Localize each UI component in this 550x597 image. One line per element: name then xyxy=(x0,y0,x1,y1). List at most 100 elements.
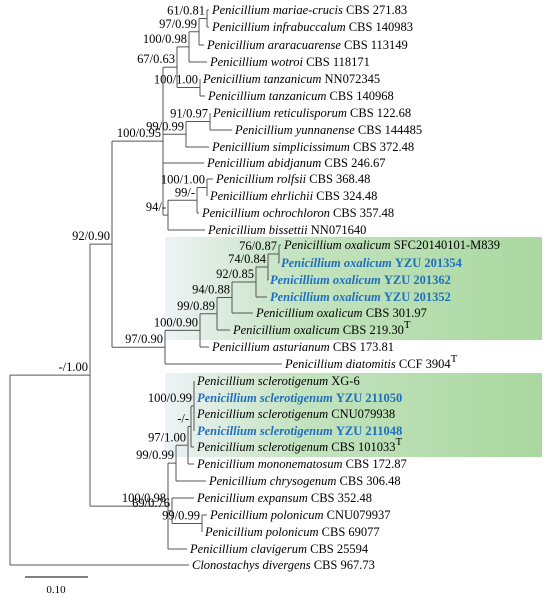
taxon-label: Penicillium sclerotigenum CBS 101033T xyxy=(196,436,403,454)
strain: CBS 246.67 xyxy=(321,156,385,170)
taxon-label: Penicillium expansum CBS 352.48 xyxy=(196,491,372,505)
species-name: Penicillium sclerotigenum xyxy=(197,424,333,438)
support-value: 97/0.99 xyxy=(159,17,197,31)
strain: CBS 173.81 xyxy=(330,340,394,354)
support-value: 97/1.00 xyxy=(148,430,186,444)
support-value: 100/0.98 xyxy=(143,32,187,46)
species-name: Penicillium tanzanicum xyxy=(207,89,326,103)
strain: CBS 140983 xyxy=(346,20,413,34)
support-value: 69/0.76 xyxy=(132,496,170,510)
species-name: Penicillium oxalicum xyxy=(232,323,340,337)
support-value: 100/1.00 xyxy=(154,73,198,87)
support-value: 100/0.99 xyxy=(148,391,192,405)
support-value: 61/0.81 xyxy=(167,4,205,18)
species-name: Penicillium oxalicum xyxy=(281,256,392,270)
taxon-label: Penicillium reticulisporum CBS 122.68 xyxy=(212,106,411,120)
highlight-box xyxy=(165,237,542,340)
taxon-label: Penicillium tanzanicum NN072345 xyxy=(202,72,380,86)
support-value: 74/0.84 xyxy=(228,252,267,266)
taxon-label: Penicillium oxalicum CBS 301.97 xyxy=(255,306,427,320)
support-value: 99/0.99 xyxy=(146,119,184,133)
support-value: 99/- xyxy=(175,185,195,199)
taxon-label: Penicillium oxalicum YZU 201362 xyxy=(270,273,451,287)
support-value: 94/- xyxy=(146,200,166,214)
strain: CBS 25594 xyxy=(307,542,369,556)
taxon-label: Penicillium simplicissimum CBS 372.48 xyxy=(211,140,414,154)
taxon-label: Penicillium sclerotigenum XG-6 xyxy=(196,374,360,388)
strain: CBS 357.48 xyxy=(330,206,394,220)
scale-label: 0.10 xyxy=(46,584,66,596)
species-name: Penicillium sclerotigenum xyxy=(196,440,328,454)
taxon-label: Penicillium diatomitis CCF 3904T xyxy=(284,353,458,371)
species-name: Penicillium bissettii xyxy=(207,223,308,237)
strain: YZU 211048 xyxy=(333,424,402,438)
strain: CBS 113149 xyxy=(341,38,408,52)
species-name: Penicillium oxalicum xyxy=(255,306,363,320)
tree: 61/0.8197/0.99100/0.98100/1.0067/0.6391/… xyxy=(9,3,500,572)
taxon-label: Penicillium chrysogenum CBS 306.48 xyxy=(208,474,401,488)
strain: CCF 3904 xyxy=(396,357,452,371)
taxon-label: Penicillium mariae-crucis CBS 271.83 xyxy=(211,3,407,17)
strain: CBS 69077 xyxy=(319,525,380,539)
species-name: Penicillium oxalicum xyxy=(283,238,391,252)
taxon-label: Penicillium polonicum CNU079937 xyxy=(209,508,391,522)
species-name: Penicillium tanzanicum xyxy=(202,72,321,86)
species-name: Penicillium chrysogenum xyxy=(208,474,336,488)
strain: NN072345 xyxy=(321,72,380,86)
species-name: Penicillium mariae-crucis xyxy=(211,3,343,17)
taxon-label: Penicillium sclerotigenum YZU 211050 xyxy=(197,391,402,405)
support-value: 99/0.89 xyxy=(177,299,215,313)
type-strain-mark: T xyxy=(451,353,458,365)
taxon-label: Penicillium wotroi CBS 118171 xyxy=(209,55,370,69)
species-name: Clonostachys divergens xyxy=(192,558,311,572)
support-value: 91/0.97 xyxy=(170,107,208,121)
species-name: Penicillium asturianum xyxy=(211,340,330,354)
support-value: 100/0.95 xyxy=(117,126,161,140)
support-value: 76/0.87 xyxy=(239,239,277,253)
support-value: 97/0.90 xyxy=(125,332,163,346)
strain: YZU 201354 xyxy=(392,256,463,270)
taxon-label: Penicillium sclerotigenum YZU 211048 xyxy=(197,424,402,438)
type-strain-mark: T xyxy=(396,436,403,448)
strain: CBS 118171 xyxy=(303,55,370,69)
support-value: -/- xyxy=(177,412,189,426)
taxon-label: Penicillium abidjanum CBS 246.67 xyxy=(206,156,386,170)
taxon-label: Penicillium polonicum CBS 69077 xyxy=(204,525,380,539)
strain: SFC20140101-M839 xyxy=(391,238,500,252)
support-value: 100/0.98 xyxy=(122,491,166,505)
species-name: Penicillium wotroi xyxy=(209,55,303,69)
support-value: -/1.00 xyxy=(58,360,88,374)
taxon-label: Penicillium bissettii NN071640 xyxy=(207,223,366,237)
species-name: Penicillium yunnanense xyxy=(234,123,355,137)
strain: CBS 101033 xyxy=(328,440,395,454)
strain: CBS 122.68 xyxy=(347,106,411,120)
species-name: Penicillium sclerotigenum xyxy=(196,374,328,388)
strain: CBS 324.48 xyxy=(313,189,377,203)
species-name: Penicillium reticulisporum xyxy=(212,106,347,120)
taxon-label: Penicillium mononematosum CBS 172.87 xyxy=(196,457,407,471)
species-name: Penicillium expansum xyxy=(196,491,308,505)
strain: YZU 211050 xyxy=(333,391,402,405)
species-name: Penicillium mononematosum xyxy=(196,457,342,471)
strain: CBS 352.48 xyxy=(308,491,372,505)
strain: CNU079938 xyxy=(328,407,395,421)
species-name: Penicillium ochrochloron xyxy=(201,206,330,220)
type-strain-mark: T xyxy=(404,319,411,331)
taxon-label: Penicillium sclerotigenum CNU079938 xyxy=(196,407,395,421)
strain: CBS 219.30 xyxy=(340,323,404,337)
species-name: Penicillium abidjanum xyxy=(206,156,321,170)
strain: CBS 967.73 xyxy=(311,558,375,572)
taxon-label: Penicillium tanzanicum CBS 140968 xyxy=(207,89,394,103)
strain: CBS 144485 xyxy=(355,123,422,137)
strain: CBS 368.48 xyxy=(306,172,370,186)
species-name: Penicillium diatomitis xyxy=(284,357,396,371)
species-name: Penicillium simplicissimum xyxy=(211,140,350,154)
species-name: Penicillium oxalicum xyxy=(270,290,381,304)
taxon-label: Penicillium araracuarense CBS 113149 xyxy=(206,38,408,52)
species-name: Penicillium rolfsii xyxy=(215,172,307,186)
support-value: 94/0.88 xyxy=(192,283,230,297)
taxon-label: Penicillium oxalicum YZU 201352 xyxy=(270,290,451,304)
support-value: 67/0.63 xyxy=(137,52,175,66)
taxon-label: Penicillium oxalicum YZU 201354 xyxy=(281,256,463,270)
strain: YZU 201352 xyxy=(381,290,451,304)
